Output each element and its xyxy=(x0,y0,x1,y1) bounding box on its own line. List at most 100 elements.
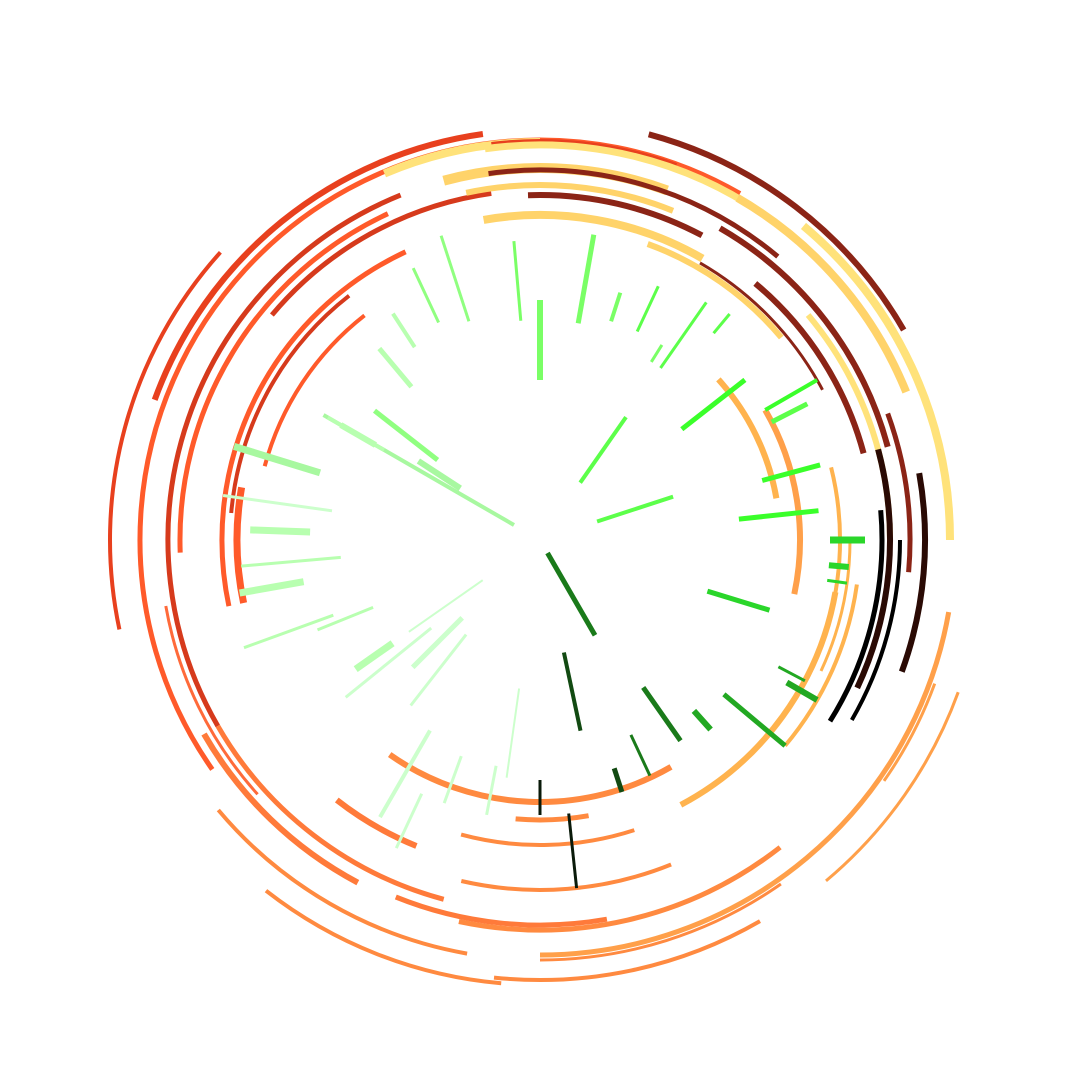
arc-stroke xyxy=(460,862,672,892)
arc-stroke xyxy=(493,919,761,982)
arc-stroke xyxy=(108,250,222,630)
ray-stroke xyxy=(344,626,433,699)
arc-stroke xyxy=(262,313,366,467)
ray-stroke xyxy=(722,692,787,748)
ray-stroke xyxy=(578,415,628,484)
arc-stroke xyxy=(783,584,859,747)
arc-stroke xyxy=(165,192,402,728)
ray-stroke xyxy=(485,765,498,816)
ray-stroke xyxy=(416,458,462,491)
ray-stroke xyxy=(680,377,747,432)
ray-stroke xyxy=(659,301,708,369)
arc-stroke xyxy=(264,889,502,986)
ray-stroke xyxy=(609,292,623,322)
arc-stroke xyxy=(816,466,842,654)
arc-stroke xyxy=(800,222,954,541)
arc-stroke xyxy=(825,691,960,883)
arc-stroke xyxy=(233,486,248,604)
ray-stroke xyxy=(764,378,819,412)
ray-stroke xyxy=(691,708,713,732)
ray-stroke xyxy=(712,313,731,335)
ray-stroke xyxy=(826,578,848,585)
ray-stroke xyxy=(240,555,341,568)
ray-stroke xyxy=(738,508,819,522)
arc-stroke xyxy=(229,294,351,514)
ray-stroke xyxy=(641,685,683,743)
arc-stroke xyxy=(484,141,769,220)
arc-stroke xyxy=(819,539,852,672)
ray-stroke xyxy=(339,422,377,448)
arc-stroke xyxy=(539,882,782,962)
ray-stroke xyxy=(222,494,333,513)
ray-stroke xyxy=(650,344,664,363)
ray-stroke xyxy=(372,408,440,462)
arc-stroke xyxy=(898,472,929,673)
ray-stroke xyxy=(410,616,464,670)
arc-stroke xyxy=(882,683,937,782)
ray-stroke xyxy=(439,235,471,322)
ray-stroke xyxy=(777,665,806,683)
arc-stroke xyxy=(805,313,893,541)
ray-stroke xyxy=(761,462,821,483)
arc-stroke xyxy=(753,281,867,455)
ray-stroke xyxy=(411,267,440,324)
ray-stroke xyxy=(377,346,414,389)
ray-stroke xyxy=(316,606,374,632)
arc-stroke xyxy=(482,210,705,262)
ray-stroke xyxy=(561,652,583,732)
arc-stroke xyxy=(539,611,952,958)
ray-stroke xyxy=(770,401,809,425)
ray-stroke xyxy=(567,813,579,889)
ray-stroke xyxy=(232,443,322,477)
arc-stroke xyxy=(850,539,902,721)
arc-stroke xyxy=(718,225,891,448)
arc-stroke xyxy=(164,605,259,796)
ray-stroke xyxy=(611,767,625,793)
arc-stroke xyxy=(394,894,608,928)
arc-stroke xyxy=(458,845,782,933)
ray-group xyxy=(222,234,865,889)
arc-stroke xyxy=(387,752,673,805)
ray-stroke xyxy=(243,613,334,650)
arc-stroke xyxy=(646,241,784,340)
ray-stroke xyxy=(391,312,417,349)
arc-stroke xyxy=(201,732,360,886)
ray-stroke xyxy=(629,734,652,777)
ray-stroke xyxy=(250,526,311,536)
arc-stroke xyxy=(699,261,824,391)
ray-stroke xyxy=(635,285,660,333)
arc-stroke xyxy=(216,808,468,956)
arc-stroke xyxy=(735,194,910,394)
arc-stroke xyxy=(515,813,590,823)
arc-stroke xyxy=(827,509,885,723)
arc-stroke xyxy=(885,412,913,573)
arc-stroke xyxy=(460,828,635,848)
ray-stroke xyxy=(785,679,819,703)
ray-stroke xyxy=(353,640,395,672)
arc-stroke xyxy=(269,190,492,317)
ray-stroke xyxy=(706,588,771,613)
ray-stroke xyxy=(408,579,484,633)
ray-stroke xyxy=(442,755,463,804)
arc-stroke xyxy=(177,211,389,553)
arc-stroke xyxy=(215,724,445,902)
arc-stroke xyxy=(488,167,780,259)
arc-group xyxy=(108,131,960,986)
arc-stroke xyxy=(151,131,484,401)
ray-stroke xyxy=(409,633,468,707)
arc-stroke xyxy=(527,192,704,239)
arc-stroke xyxy=(716,377,780,499)
ray-stroke xyxy=(512,240,523,321)
arc-stroke xyxy=(219,249,407,607)
arc-stroke xyxy=(762,408,803,595)
ray-stroke xyxy=(505,688,521,778)
ray-stroke xyxy=(238,578,305,597)
ray-stroke xyxy=(545,551,598,637)
arc-stroke xyxy=(854,448,894,690)
arc-stroke xyxy=(334,797,418,849)
ray-stroke xyxy=(394,793,424,849)
ray-stroke xyxy=(575,234,597,324)
arc-stroke xyxy=(647,131,907,332)
